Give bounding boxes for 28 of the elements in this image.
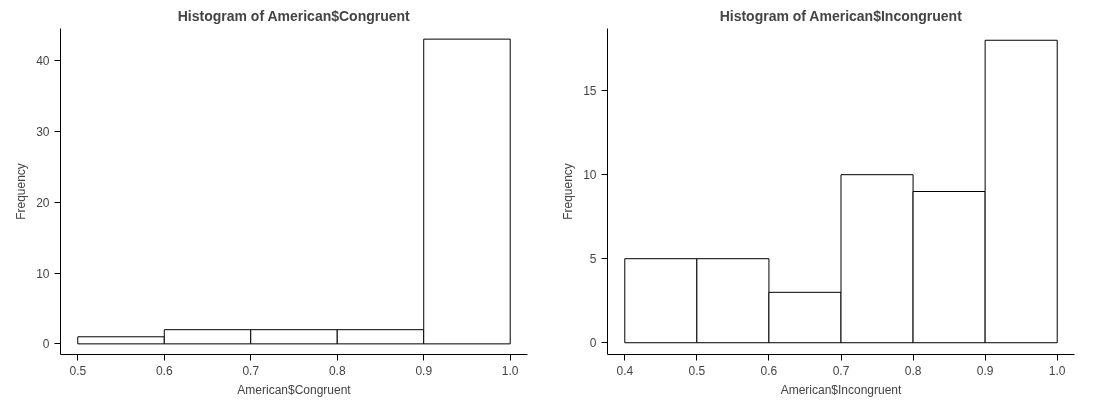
y-tick-label: 0 xyxy=(42,337,50,352)
x-tick-label: 0.6 xyxy=(760,363,778,378)
y-tick-label: 40 xyxy=(36,53,50,68)
y-tick-label: 10 xyxy=(36,266,50,281)
chart-title: Histogram of American$Congruent xyxy=(177,7,411,24)
y-axis-title: Frequency xyxy=(14,163,29,220)
chart-title: Histogram of American$Incongruent xyxy=(719,7,963,24)
x-tick-label: 0.8 xyxy=(328,363,346,378)
x-tick-label: 0.9 xyxy=(415,363,433,378)
x-tick-label: 1.0 xyxy=(501,363,519,378)
y-tick-label: 30 xyxy=(36,124,50,139)
y-axis-title: Frequency xyxy=(561,163,576,220)
x-tick-label: 1.0 xyxy=(1048,363,1066,378)
y-tick-label: 10 xyxy=(583,168,597,183)
x-tick-label: 0.5 xyxy=(688,363,706,378)
y-tick-label: 5 xyxy=(589,252,597,267)
x-tick-label: 0.7 xyxy=(242,363,260,378)
y-tick-label: 15 xyxy=(583,84,597,99)
x-axis-title: American$Incongruent xyxy=(780,382,903,397)
x-tick-label: 0.8 xyxy=(904,363,922,378)
x-tick-label: 0.6 xyxy=(155,363,173,378)
x-tick-label: 0.5 xyxy=(69,363,87,378)
x-axis-title: American$Congruent xyxy=(237,382,352,397)
x-tick-label: 0.7 xyxy=(832,363,850,378)
x-tick-label: 0.4 xyxy=(616,363,634,378)
y-tick-label: 0 xyxy=(589,336,597,351)
x-tick-label: 0.9 xyxy=(976,363,994,378)
y-tick-label: 20 xyxy=(36,195,50,210)
